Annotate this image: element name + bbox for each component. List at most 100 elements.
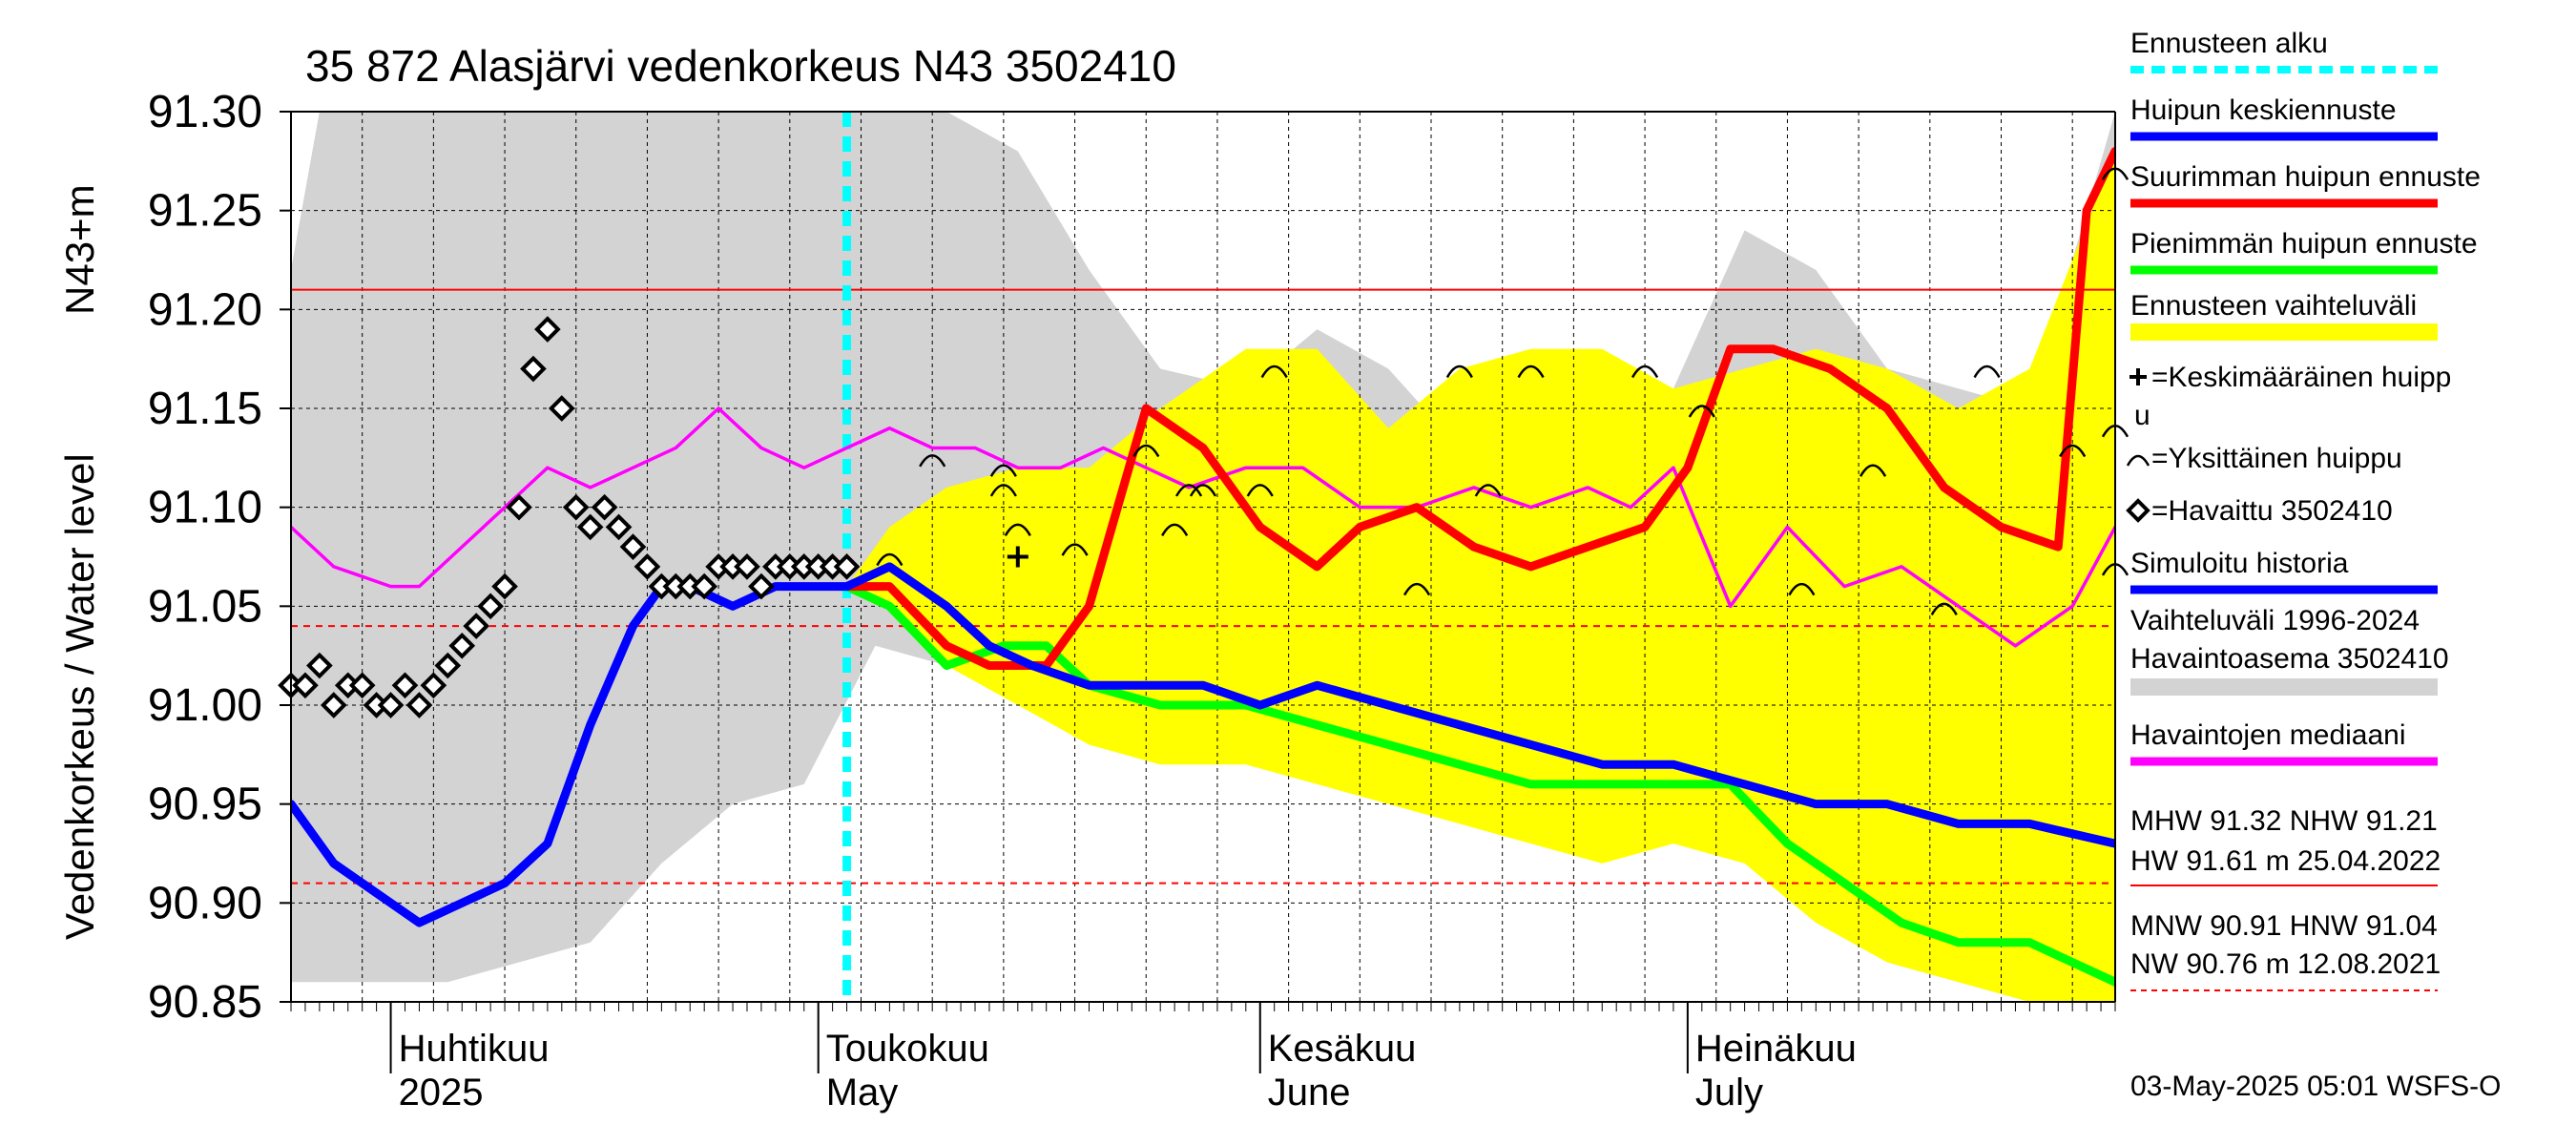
observed-point <box>619 533 647 560</box>
observed-point <box>405 692 433 718</box>
stats-line-4: NW 90.76 m 12.08.2021 <box>2130 948 2441 980</box>
legend-label: Vaihteluväli 1996-2024 <box>2130 605 2420 636</box>
observed-point <box>292 672 319 699</box>
stats-line-3: MNW 90.91 HNW 91.04 <box>2130 910 2438 942</box>
single-peak-marker <box>989 464 1017 477</box>
observed-point <box>463 613 490 639</box>
single-peak-marker <box>1973 364 2001 379</box>
single-peak-marker <box>1859 464 1887 477</box>
observed-point <box>377 692 405 718</box>
single-peak-marker <box>1402 582 1431 596</box>
observed-point <box>348 672 376 699</box>
single-peak-marker <box>1246 484 1274 497</box>
observed-point <box>691 572 718 600</box>
observed-point <box>534 316 561 343</box>
legend-label: =Keskimääräinen huipp <box>2151 362 2451 393</box>
legend-label: Pienimmän huipun ennuste <box>2130 228 2478 260</box>
observed-point <box>748 572 775 600</box>
month-label-en: May <box>826 1072 899 1114</box>
observed-point <box>734 553 760 580</box>
legend-plus-marker <box>2129 368 2147 385</box>
footer-timestamp: 03-May-2025 05:01 WSFS-O <box>2130 1071 2502 1102</box>
single-peak-marker <box>1061 543 1089 556</box>
legend-arc-marker <box>2126 454 2150 467</box>
y-tick-label: 90.85 <box>148 977 262 1028</box>
observed-point <box>833 553 861 580</box>
month-label-fi: Kesäkuu <box>1268 1028 1417 1070</box>
observed-point <box>506 493 532 521</box>
y-tick-label: 91.30 <box>148 87 262 137</box>
stats-line-2: HW 91.61 m 25.04.2022 <box>2130 845 2441 877</box>
legend-label: Simuloitu historia <box>2130 548 2349 579</box>
y-tick-label: 91.05 <box>148 581 262 632</box>
series-line-havaintojen-mediaani <box>291 406 2115 648</box>
observed-point <box>391 672 419 699</box>
series-markers <box>278 167 2129 718</box>
single-peak-marker <box>919 454 946 468</box>
y-tick-label: 91.20 <box>148 284 262 335</box>
legend: Ennusteen alku Huipun keskiennuste Suurimm… <box>2126 28 2481 766</box>
observed-point <box>420 672 447 699</box>
single-peak-marker <box>876 552 904 567</box>
legend-diamond-marker <box>2126 498 2150 523</box>
reference-lines <box>291 112 2115 1002</box>
observed-point <box>591 493 618 521</box>
single-peak-marker <box>1004 523 1031 537</box>
single-peak-marker <box>1132 444 1160 458</box>
single-peak-marker <box>1474 484 1502 497</box>
y-axis-unit-label: N43+m <box>57 184 102 315</box>
single-peak-marker <box>1174 484 1203 497</box>
legend-label-2: Havaintoasema 3502410 <box>2130 643 2449 675</box>
observed-point <box>562 493 590 521</box>
y-tick-label: 91.15 <box>148 384 262 434</box>
observed-point <box>576 513 604 541</box>
y-tick-label: 90.90 <box>148 878 262 928</box>
single-peak-marker <box>1189 484 1217 497</box>
y-tick-label: 90.95 <box>148 780 262 830</box>
observed-point <box>491 572 518 600</box>
month-label-fi: Toukokuu <box>826 1028 989 1070</box>
observed-point <box>634 553 661 580</box>
y-axis-label: Vedenkorkeus / Water level <box>57 453 102 940</box>
single-peak-marker <box>1930 602 1958 615</box>
legend-label: Ennusteen vaihteluväli <box>2130 290 2417 322</box>
month-label-fi: Huhtikuu <box>399 1028 550 1070</box>
observed-point <box>477 593 504 620</box>
single-peak-marker <box>1788 582 1816 596</box>
single-peak-marker <box>989 484 1017 497</box>
range-bands <box>291 112 2115 1002</box>
series-line-suurimman-huipun-ennuste <box>842 146 2115 671</box>
single-peak-marker <box>1161 523 1189 537</box>
mean-peak-marker <box>1007 546 1028 568</box>
single-peak-marker <box>2059 444 2087 458</box>
observed-point <box>548 395 575 422</box>
month-label-en: 2025 <box>399 1072 484 1114</box>
observed-point <box>448 632 476 659</box>
observed-point <box>434 652 462 679</box>
observed-point <box>306 652 333 679</box>
chart-title: 35 872 Alasjärvi vedenkorkeus N43 350241… <box>305 41 1176 91</box>
y-tick-label: 91.00 <box>148 680 262 731</box>
legend-label: Ennusteen alku <box>2130 28 2328 59</box>
axes: 91.30 91.25 91.20 91.15 91.10 91.05 91.00 90.95… <box>148 87 2116 1114</box>
single-peak-marker <box>1445 364 1473 379</box>
single-peak-marker <box>1260 364 1288 379</box>
observed-point <box>605 513 633 541</box>
month-label-en: July <box>1695 1072 1763 1114</box>
y-tick-label: 91.25 <box>148 186 262 237</box>
single-peak-marker <box>1688 405 1715 418</box>
series-line-pienimm-n-huipun-ennuste <box>842 582 2115 987</box>
legend-label: Suurimman huipun ennuste <box>2130 161 2481 193</box>
month-label-fi: Heinäkuu <box>1695 1028 1857 1070</box>
legend-label: Havaintojen mediaani <box>2130 719 2406 751</box>
single-peak-marker <box>1517 364 1545 379</box>
observed-point <box>320 692 347 718</box>
series-line-huipun-keskiennuste <box>842 562 2115 848</box>
band-ennusteen-vaihteluv-li <box>846 151 2115 1002</box>
y-tick-label: 91.10 <box>148 483 262 533</box>
legend-label: =Havaittu 3502410 <box>2151 495 2393 527</box>
month-label-en: June <box>1268 1072 1351 1114</box>
observed-point <box>520 355 547 383</box>
legend-label: =Yksittäinen huippu <box>2151 443 2402 474</box>
